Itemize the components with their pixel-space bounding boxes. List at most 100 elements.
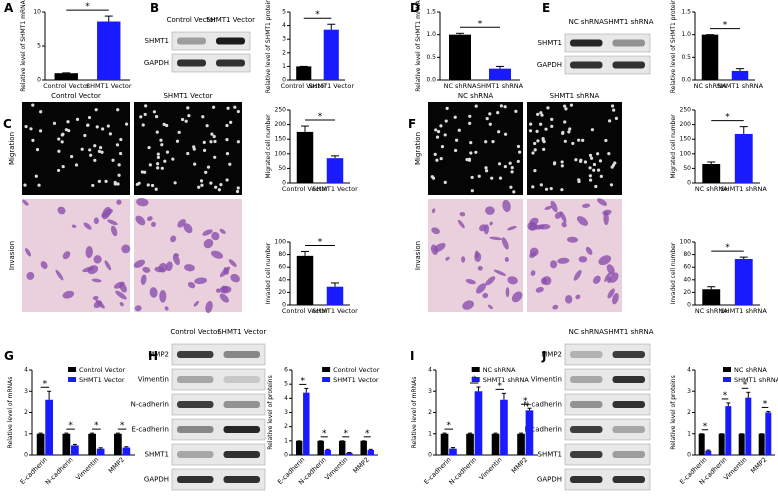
cell xyxy=(156,152,160,156)
significance-label: * xyxy=(447,421,452,431)
cell xyxy=(468,121,472,125)
band xyxy=(177,376,214,383)
cell xyxy=(529,122,533,126)
blot-strip xyxy=(564,55,651,75)
cell xyxy=(210,132,214,136)
x-tick-label: NC shRNA xyxy=(694,82,727,90)
band xyxy=(216,37,245,45)
cell xyxy=(571,141,575,146)
band xyxy=(223,451,260,458)
blot-strip xyxy=(171,443,266,466)
cell xyxy=(97,149,101,153)
cell xyxy=(560,160,564,164)
bar xyxy=(500,399,508,455)
cell xyxy=(57,137,61,141)
cell xyxy=(88,148,92,152)
cell xyxy=(516,159,520,164)
cell xyxy=(92,295,99,301)
cell xyxy=(165,261,173,272)
cell xyxy=(143,112,147,117)
bar xyxy=(36,433,45,455)
cell xyxy=(581,138,585,142)
cell xyxy=(55,269,64,281)
row-label: Migration xyxy=(414,132,422,165)
cell xyxy=(225,123,229,128)
band xyxy=(177,59,206,67)
cell xyxy=(502,199,511,213)
cell xyxy=(97,179,101,183)
bar xyxy=(62,433,71,455)
cell xyxy=(165,123,169,128)
cell xyxy=(498,176,503,180)
cell xyxy=(160,166,164,170)
x-tick-label: NC shRNA xyxy=(695,185,728,193)
cell xyxy=(443,133,447,137)
row-label: GAPDH xyxy=(537,476,562,484)
cell xyxy=(609,183,614,187)
legend-label: SHMT1 Vector xyxy=(333,376,379,384)
cell xyxy=(539,122,543,126)
bar xyxy=(489,68,511,80)
cell xyxy=(554,211,562,219)
cell xyxy=(535,286,544,293)
cell xyxy=(598,159,603,163)
y-axis-label: Migrated cell number xyxy=(670,114,677,179)
column-label: NC shRNA xyxy=(569,328,605,336)
legend-swatch xyxy=(723,377,731,382)
cell xyxy=(598,255,612,266)
cell xyxy=(544,205,553,210)
blot-strip xyxy=(564,418,651,441)
y-tick-label: 0 xyxy=(282,302,286,309)
cell xyxy=(590,128,594,132)
band xyxy=(612,61,645,69)
cell xyxy=(87,115,92,120)
cell xyxy=(433,152,437,156)
cell xyxy=(567,130,571,134)
x-tick-label: Vimentin xyxy=(323,456,349,482)
cell xyxy=(536,139,540,143)
band xyxy=(570,39,603,47)
cell xyxy=(474,104,478,108)
cell xyxy=(594,184,598,189)
cell xyxy=(435,158,439,162)
y-tick-label: 250 xyxy=(275,107,287,114)
x-tick-label: Control Vector xyxy=(43,82,90,90)
cell xyxy=(86,123,90,127)
significance-label: * xyxy=(498,381,503,391)
cell xyxy=(436,130,441,134)
cell xyxy=(479,224,487,232)
cell xyxy=(550,124,554,128)
bar xyxy=(71,445,79,455)
cell xyxy=(503,105,507,109)
cell xyxy=(217,188,221,192)
cell xyxy=(564,107,568,111)
cell xyxy=(119,282,127,293)
bar xyxy=(317,440,324,455)
cell xyxy=(155,130,159,134)
cell xyxy=(156,162,160,166)
cell xyxy=(140,274,147,285)
cell xyxy=(230,273,240,283)
band xyxy=(223,351,260,358)
blot-strip xyxy=(564,343,651,366)
cell xyxy=(505,287,510,298)
cell xyxy=(213,155,217,159)
cell xyxy=(219,266,231,278)
y-tick-label: 5 xyxy=(37,43,41,50)
bar xyxy=(758,433,765,455)
cell xyxy=(62,290,75,299)
cell xyxy=(609,272,619,283)
y-tick-label: 0 xyxy=(428,452,432,459)
cell xyxy=(488,112,492,116)
cell xyxy=(104,260,112,271)
cell xyxy=(219,183,223,187)
bar xyxy=(114,433,122,455)
cell xyxy=(154,266,165,273)
cell xyxy=(457,128,461,132)
cell xyxy=(154,187,158,191)
cell xyxy=(535,129,539,133)
cell xyxy=(470,189,474,193)
cell xyxy=(529,247,539,257)
cell xyxy=(29,127,33,131)
cell xyxy=(508,161,512,165)
